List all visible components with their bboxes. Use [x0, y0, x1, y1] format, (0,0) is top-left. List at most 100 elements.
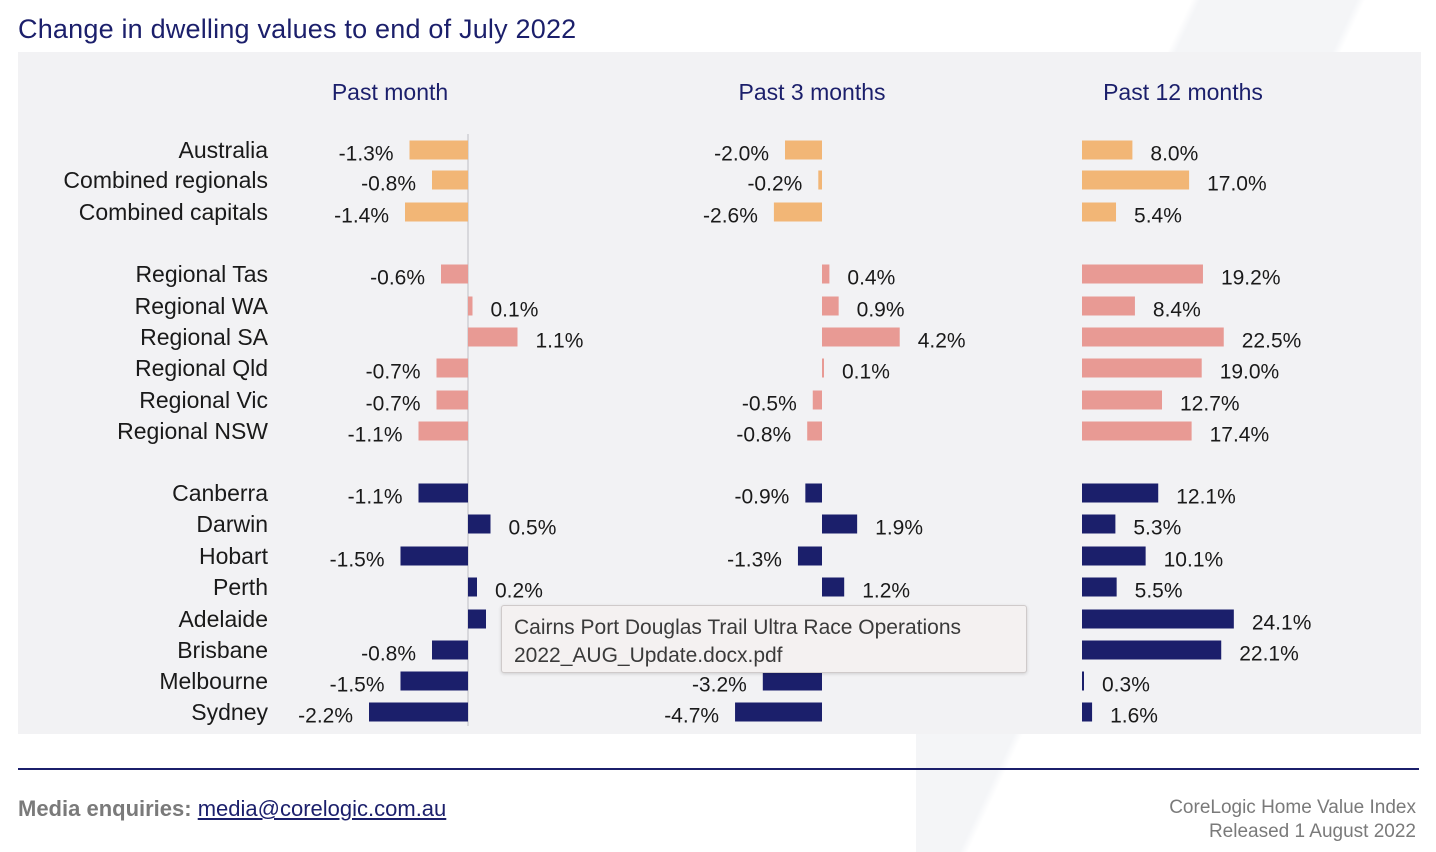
file-tooltip: Cairns Port Douglas Trail Ultra Race Ope…: [501, 605, 1027, 673]
value-label-past-3-months-regional-wa: 0.9%: [857, 299, 905, 322]
category-label-regional-tas: Regional Tas: [135, 261, 268, 287]
bar-past-month-canberra: [418, 483, 468, 503]
bar-past-month-adelaide: [468, 609, 486, 629]
release-date: Released 1 August 2022: [1208, 821, 1416, 842]
bar-past-month-regional-sa: [468, 327, 518, 347]
category-label-australia: Australia: [179, 137, 269, 163]
category-label-sydney: Sydney: [191, 699, 268, 725]
category-label-brisbane: Brisbane: [177, 637, 268, 663]
category-label-canberra: Canberra: [172, 480, 268, 506]
value-label-past-month-canberra: -1.1%: [348, 486, 403, 509]
value-label-past-12-months-regional-wa: 8.4%: [1153, 299, 1201, 322]
header-past-12-months: Past 12 months: [1103, 79, 1263, 105]
value-label-past-12-months-adelaide: 24.1%: [1252, 612, 1312, 635]
value-label-past-3-months-hobart: -1.3%: [727, 549, 782, 572]
value-label-past-12-months-regional-tas: 19.2%: [1221, 267, 1281, 290]
value-label-past-3-months-combined-regionals: -0.2%: [747, 173, 802, 196]
bar-past-12-months-regional-tas: [1082, 264, 1203, 284]
value-label-past-12-months-perth: 5.5%: [1135, 580, 1183, 603]
bar-past-3-months-regional-qld: [822, 358, 824, 378]
value-label-past-3-months-melbourne: -3.2%: [692, 674, 747, 697]
category-label-perth: Perth: [213, 574, 268, 600]
value-label-past-month-regional-vic: -0.7%: [366, 393, 421, 416]
bar-past-12-months-combined-capitals: [1082, 202, 1117, 222]
bar-past-month-regional-wa: [468, 296, 473, 316]
bar-past-3-months-regional-wa: [822, 296, 839, 316]
bar-past-month-perth: [468, 577, 477, 597]
value-label-past-month-regional-qld: -0.7%: [366, 361, 421, 384]
value-label-past-month-regional-sa: 1.1%: [536, 330, 584, 353]
tooltip-line-2: 2022_AUG_Update.docx.pdf: [514, 644, 783, 667]
value-label-past-month-combined-capitals: -1.4%: [334, 205, 389, 228]
bar-past-12-months-brisbane: [1082, 640, 1222, 660]
bar-past-12-months-hobart: [1082, 546, 1146, 566]
bar-past-3-months-combined-regionals: [818, 170, 822, 190]
value-label-past-12-months-combined-regionals: 17.0%: [1207, 173, 1267, 196]
value-label-past-12-months-sydney: 1.6%: [1110, 705, 1158, 728]
bar-past-month-melbourne: [400, 671, 468, 691]
value-label-past-12-months-regional-qld: 19.0%: [1220, 361, 1280, 384]
value-label-past-month-sydney: -2.2%: [298, 705, 353, 728]
value-label-past-12-months-melbourne: 0.3%: [1102, 674, 1150, 697]
value-label-past-month-combined-regionals: -0.8%: [361, 173, 416, 196]
value-label-past-month-melbourne: -1.5%: [330, 674, 385, 697]
value-label-past-month-hobart: -1.5%: [330, 549, 385, 572]
value-label-past-3-months-regional-sa: 4.2%: [918, 330, 966, 353]
value-label-past-month-perth: 0.2%: [495, 580, 543, 603]
value-label-past-12-months-darwin: 5.3%: [1133, 517, 1181, 540]
category-label-melbourne: Melbourne: [159, 668, 268, 694]
bar-past-3-months-regional-vic: [812, 390, 822, 410]
value-label-past-12-months-hobart: 10.1%: [1164, 549, 1224, 572]
category-label-combined-regionals: Combined regionals: [63, 167, 268, 193]
bar-past-12-months-regional-vic: [1082, 390, 1163, 410]
bar-past-12-months-australia: [1082, 140, 1133, 160]
bar-past-12-months-regional-sa: [1082, 327, 1224, 347]
bar-past-month-sydney: [369, 702, 468, 722]
value-label-past-month-regional-nsw: -1.1%: [348, 424, 403, 447]
bar-past-month-combined-regionals: [432, 170, 468, 190]
value-label-past-12-months-brisbane: 22.1%: [1239, 643, 1299, 666]
category-label-darwin: Darwin: [196, 511, 268, 537]
value-label-past-month-darwin: 0.5%: [509, 517, 557, 540]
bar-past-month-darwin: [468, 514, 491, 534]
bar-past-3-months-melbourne: [762, 671, 822, 691]
category-label-regional-vic: Regional Vic: [139, 387, 268, 413]
index-name: CoreLogic Home Value Index: [1169, 797, 1416, 818]
dwelling-values-chart: Australia Combined regionals Combined capi…: [63, 79, 1312, 728]
value-label-past-month-regional-wa: 0.1%: [491, 299, 539, 322]
bar-past-12-months-regional-qld: [1082, 358, 1202, 378]
value-label-past-3-months-regional-qld: 0.1%: [842, 361, 890, 384]
value-label-past-12-months-regional-sa: 22.5%: [1242, 330, 1302, 353]
value-label-past-3-months-canberra: -0.9%: [734, 486, 789, 509]
bar-past-3-months-regional-nsw: [807, 421, 822, 441]
bar-past-3-months-canberra: [805, 483, 822, 503]
category-label-regional-nsw: Regional NSW: [117, 418, 268, 444]
bar-past-month-regional-tas: [441, 264, 468, 284]
bar-past-3-months-perth: [822, 577, 845, 597]
media-label: Media enquiries:: [18, 796, 192, 821]
bar-past-month-regional-vic: [436, 390, 468, 410]
value-label-past-12-months-canberra: 12.1%: [1176, 486, 1236, 509]
media-email-link[interactable]: media@corelogic.com.au: [197, 796, 447, 821]
value-label-past-3-months-regional-vic: -0.5%: [742, 393, 797, 416]
bar-past-12-months-melbourne: [1082, 671, 1084, 691]
bar-past-month-regional-qld: [436, 358, 468, 378]
value-label-past-month-australia: -1.3%: [339, 143, 394, 166]
category-label-regional-qld: Regional Qld: [135, 355, 268, 381]
bar-past-3-months-regional-sa: [822, 327, 900, 347]
chart-panel: Australia Combined regionals Combined capi…: [18, 52, 1421, 734]
bar-past-month-combined-capitals: [405, 202, 468, 222]
bar-past-12-months-regional-nsw: [1082, 421, 1192, 441]
value-label-past-month-regional-tas: -0.6%: [370, 267, 425, 290]
bar-past-month-australia: [409, 140, 468, 160]
value-label-past-3-months-regional-nsw: -0.8%: [736, 424, 791, 447]
bar-past-12-months-perth: [1082, 577, 1117, 597]
bar-past-12-months-combined-regionals: [1082, 170, 1190, 190]
value-label-past-month-brisbane: -0.8%: [361, 643, 416, 666]
header-past-month: Past month: [332, 79, 448, 105]
value-label-past-12-months-australia: 8.0%: [1150, 143, 1198, 166]
bar-past-3-months-regional-tas: [822, 264, 830, 284]
bar-past-3-months-australia: [785, 140, 822, 160]
value-label-past-3-months-perth: 1.2%: [862, 580, 910, 603]
header-past-3-months: Past 3 months: [738, 79, 885, 105]
